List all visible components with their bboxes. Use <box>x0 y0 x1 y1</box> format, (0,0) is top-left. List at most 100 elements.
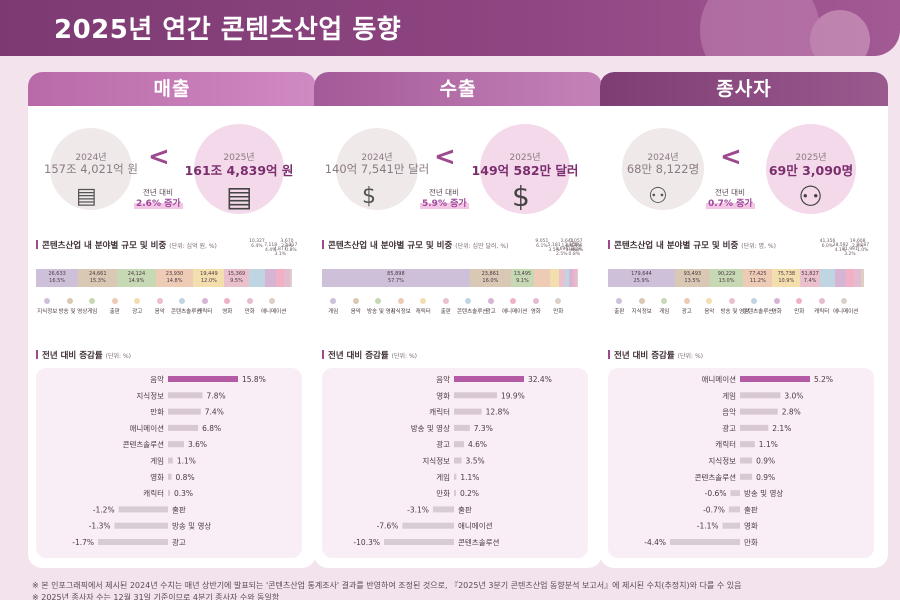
segment-callout: 503 0.3% <box>564 243 592 253</box>
segment-share-label: 0.8% <box>568 252 580 257</box>
segment-value-label: 51,827 <box>801 271 819 277</box>
growth-bar <box>722 522 740 529</box>
segment-callout: 19,608 2.8% <box>844 239 872 249</box>
growth-bar <box>454 490 456 497</box>
share-segment <box>573 269 576 287</box>
legend-label: 캐릭터 <box>814 309 830 315</box>
legend-label: 방송 및 영상 <box>367 309 396 315</box>
segment-share-label: 7.4% <box>803 278 817 284</box>
segment-callout: 2,150 1.4% <box>557 243 585 253</box>
share-segment <box>265 269 277 287</box>
legend-label: 만화 <box>244 309 255 315</box>
growth-category-label: 음악 <box>722 407 736 417</box>
compare-label: 전년 대비 <box>143 188 173 197</box>
share-legend: 지식정보 방송 및 영상 게임 출판 광고 음악 콘텐츠솔루션 캐릭터 영화 만화 애니메이션 <box>36 298 286 316</box>
growth-value-label: -3.1% <box>407 505 429 514</box>
panel-2: 종사자 2024년 68만 8,122명 <2025년 69만 3,090명 전년 대비 0… <box>600 72 888 568</box>
legend-item: 방송 및 영상 <box>367 298 396 316</box>
curr-year-circle <box>766 124 856 214</box>
growth-rate-badge: 2.6% 증가 <box>134 196 183 209</box>
legend-item: 음악 <box>149 298 172 316</box>
segment-value-label: 24,661 <box>89 271 107 277</box>
legend-item: 출판 <box>435 298 458 316</box>
share-segment: 24,661 15.3% <box>78 269 118 287</box>
segment-value-label: 90,229 <box>717 271 736 277</box>
growth-category-label: 출판 <box>172 504 186 514</box>
legend-label: 게임 <box>328 309 339 315</box>
segment-share-label: 2.3% <box>281 244 293 249</box>
prev-year-label: 2024년 <box>361 153 393 163</box>
legend-item: 광고 <box>676 298 699 316</box>
share-unit-text: (단위: 십만 달러, %) <box>455 243 509 250</box>
growth-bar <box>402 522 454 529</box>
growth-rate-badge: 0.7% 증가 <box>706 196 755 209</box>
segment-value-label: 26,633 <box>48 271 66 277</box>
growth-category-label: 출판 <box>458 504 472 514</box>
growth-bar <box>168 408 201 415</box>
segment-share-label: 0.7% <box>570 244 582 249</box>
growth-chart: 음악 15.8% 지식정보 7.8% 만화 7.4% 애니메이션 6.8% 콘텐츠솔루션 3.6%… <box>72 374 266 547</box>
money-bag-icon: $ <box>512 180 530 213</box>
growth-value-label: 0.3% <box>174 489 193 498</box>
legend-dot <box>510 298 517 304</box>
growth-category-label: 광고 <box>436 439 450 449</box>
share-segment: 90,229 13.0% <box>709 269 744 287</box>
page-title: 2025년 연간 콘텐츠산업 동향 <box>54 15 402 45</box>
growth-category-label: 게임 <box>722 390 736 400</box>
growth-category-label: 만화 <box>150 408 164 417</box>
growth-category-label: 영화 <box>744 521 758 531</box>
share-segment: 23,930 14.8% <box>155 269 194 287</box>
growth-category-label: 방송 및 영상 <box>172 521 211 531</box>
segment-value-label: 41,356 <box>819 239 836 244</box>
growth-category-label: 출판 <box>744 504 758 514</box>
legend-label: 캐릭터 <box>197 309 213 315</box>
share-title-text: 콘텐츠산업 내 분야별 규모 및 비중 <box>328 241 453 251</box>
growth-value-label: 2.8% <box>782 408 801 417</box>
growth-bar <box>432 506 454 513</box>
share-segment <box>575 269 578 287</box>
legend-label: 애니메이션 <box>502 309 528 315</box>
legend-dot <box>66 298 73 304</box>
segment-share-label: 13.5% <box>684 278 701 284</box>
growth-bar <box>98 539 168 545</box>
legend-dot <box>352 298 359 304</box>
growth-unit-text: (단위: %) <box>677 353 703 360</box>
curr-year-value: 161조 4,839억 원 <box>184 163 294 178</box>
segment-value-label: 23,930 <box>165 271 184 277</box>
segment-value-label: 7,118 <box>264 243 278 248</box>
growth-category-label: 게임 <box>436 472 450 482</box>
growth-bar <box>168 392 203 399</box>
segment-callout: 7,118 4.4% <box>257 243 285 253</box>
growth-value-label: 2.1% <box>772 424 791 433</box>
legend-dot <box>246 298 253 304</box>
growth-category-label: 지식정보 <box>708 456 736 466</box>
growth-bar <box>740 424 769 431</box>
share-unit-text: (단위: 십억 원, %) <box>169 243 217 250</box>
legend-item: 방송 및 영상 <box>59 298 87 316</box>
segment-callout: 3,670 2.3% <box>273 239 301 249</box>
legend-dot <box>89 298 96 304</box>
segment-share-label: 9.1% <box>516 278 529 284</box>
segment-callout: 41,356 6.0% <box>813 239 841 249</box>
legend-dot <box>616 298 623 304</box>
segment-share-label: 25.9% <box>633 278 650 284</box>
legend-dot <box>773 298 780 304</box>
segment-value-label: 5,181 <box>547 243 561 248</box>
segment-share-label: 0.3% <box>571 248 584 253</box>
legend-label: 만화 <box>553 309 564 315</box>
segment-share-label: 6.4% <box>251 244 263 249</box>
segment-value-label: 24,124 <box>127 271 146 277</box>
growth-value-label: 4.6% <box>468 440 487 449</box>
growth-value-label: -1.3% <box>89 522 111 531</box>
share-segment <box>284 269 290 287</box>
segment-share-label: 9.5% <box>230 278 243 284</box>
growth-title-text: 전년 대비 증감률 <box>42 351 103 361</box>
prev-year-label: 2024년 <box>75 153 107 163</box>
legend-dot <box>397 298 404 304</box>
legend-item: 영화 <box>525 298 548 316</box>
segment-value-label: 1,057 <box>569 239 583 244</box>
people-icon: ⚇ <box>648 184 668 209</box>
share-segment <box>248 269 266 287</box>
legend-dot <box>638 298 645 304</box>
growth-value-label: 19.9% <box>501 391 525 400</box>
